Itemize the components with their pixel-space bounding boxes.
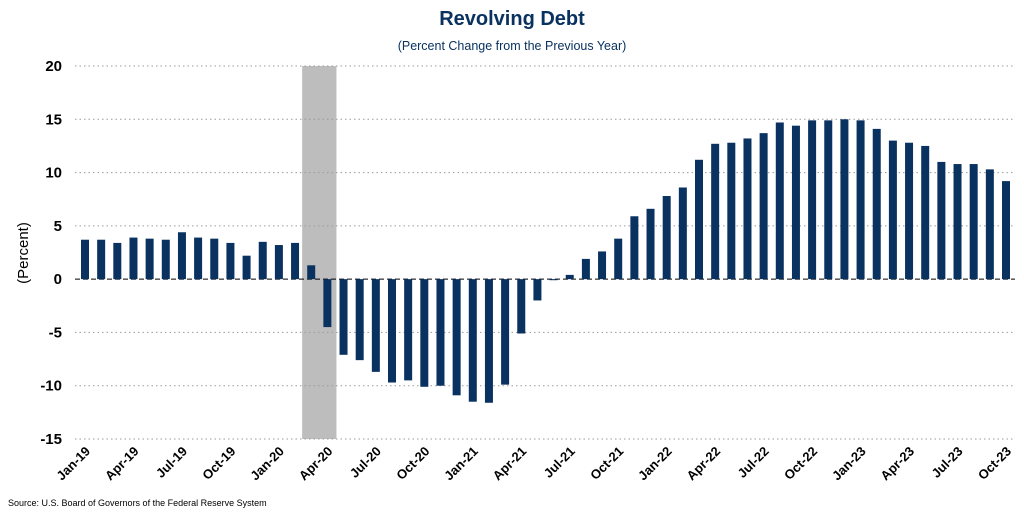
- bar: [501, 279, 510, 385]
- bar: [614, 238, 623, 280]
- bar: [129, 237, 138, 280]
- bar: [856, 120, 865, 280]
- x-tick-label: Oct-19: [199, 444, 238, 483]
- bar: [630, 216, 639, 280]
- bar: [388, 279, 396, 383]
- bar: [1002, 181, 1010, 280]
- bar: [598, 251, 607, 280]
- x-tick-label: Jan-23: [829, 444, 869, 484]
- bar: [872, 128, 881, 280]
- x-tick-label: Jul-21: [541, 444, 578, 481]
- y-tick-label: 5: [54, 218, 62, 235]
- bar: [533, 279, 542, 301]
- bar: [323, 279, 332, 328]
- bar: [371, 279, 380, 372]
- x-tick-layer: Jan-19 Apr-19 Jul-19 Oct-19 Jan-20 Apr-20 Jul-…: [53, 444, 1014, 484]
- bar-layer: [81, 119, 1010, 403]
- x-tick-label: Jan-22: [635, 444, 675, 484]
- chart-title: Revolving Debt: [439, 8, 585, 30]
- bar: [210, 238, 219, 280]
- bar: [420, 279, 429, 387]
- x-tick-label: Apr-22: [684, 444, 724, 484]
- bar: [759, 133, 768, 280]
- bar: [953, 164, 962, 280]
- bar: [484, 279, 493, 403]
- bar: [549, 279, 558, 281]
- bar: [436, 279, 445, 386]
- bar: [662, 196, 671, 280]
- y-tick-label: -15: [40, 431, 62, 448]
- bar: [194, 237, 203, 280]
- y-tick-label: 0: [54, 271, 62, 288]
- x-tick-label: Jan-20: [247, 444, 287, 484]
- bar: [743, 138, 752, 280]
- x-tick-label: Jul-20: [347, 444, 384, 481]
- x-tick-label: Oct-21: [587, 444, 626, 483]
- y-tick-label: -10: [40, 378, 62, 395]
- x-tick-label: Apr-23: [877, 444, 917, 484]
- bar: [808, 120, 817, 280]
- bar: [113, 242, 122, 280]
- bar: [258, 241, 267, 280]
- bar: [291, 242, 300, 280]
- bar: [937, 161, 946, 280]
- bar: [307, 265, 316, 280]
- bar: [969, 164, 978, 280]
- bar: [145, 238, 154, 280]
- y-tick-label: 15: [45, 111, 62, 128]
- y-tick-label: -5: [49, 324, 62, 341]
- bar: [921, 145, 930, 280]
- bar: [775, 122, 784, 280]
- y-tick-label: 20: [45, 58, 62, 75]
- bar: [711, 143, 720, 280]
- bar: [678, 187, 687, 280]
- source-note: Source: U.S. Board of Governors of the F…: [8, 498, 267, 508]
- recession-shading-layer: [302, 66, 337, 439]
- y-axis-title: (Percent): [15, 222, 32, 284]
- bar: [177, 232, 186, 280]
- bar: [695, 159, 703, 280]
- x-tick-label: Jan-21: [441, 444, 481, 484]
- bar: [517, 279, 526, 334]
- x-tick-label: Jul-19: [153, 444, 190, 481]
- x-tick-label: Oct-23: [975, 444, 1014, 483]
- y-tick-label: 10: [45, 165, 62, 182]
- x-tick-label: Apr-21: [490, 444, 530, 484]
- x-tick-label: Jul-23: [928, 444, 965, 481]
- bar: [565, 274, 574, 280]
- x-tick-label: Apr-19: [102, 444, 142, 484]
- x-tick-label: Oct-22: [781, 444, 820, 483]
- bar: [791, 125, 800, 280]
- bar: [274, 245, 283, 280]
- recession-shading: [302, 66, 337, 439]
- bar: [452, 279, 461, 396]
- x-tick-label: Jan-19: [53, 444, 93, 484]
- bar: [581, 258, 590, 280]
- bar: [81, 239, 89, 280]
- bar: [468, 279, 477, 402]
- x-tick-label: Oct-20: [393, 444, 432, 483]
- bar: [161, 239, 170, 280]
- x-tick-label: Apr-20: [296, 444, 336, 484]
- bar: [888, 140, 897, 280]
- chart-subtitle: (Percent Change from the Previous Year): [397, 39, 627, 53]
- bar: [339, 279, 348, 355]
- bar: [226, 242, 235, 280]
- bar: [355, 279, 364, 361]
- y-tick-layer: 20 15 10 5 0 -5 -10 -15: [40, 58, 62, 448]
- bar: [646, 208, 655, 280]
- bar: [985, 169, 994, 280]
- bar: [97, 239, 106, 280]
- bar: [824, 120, 833, 280]
- bar: [404, 279, 413, 381]
- bar: [840, 119, 849, 280]
- bar: [242, 255, 251, 280]
- bar: [905, 142, 914, 280]
- bar: [727, 142, 736, 280]
- x-tick-label: Jul-22: [735, 444, 772, 481]
